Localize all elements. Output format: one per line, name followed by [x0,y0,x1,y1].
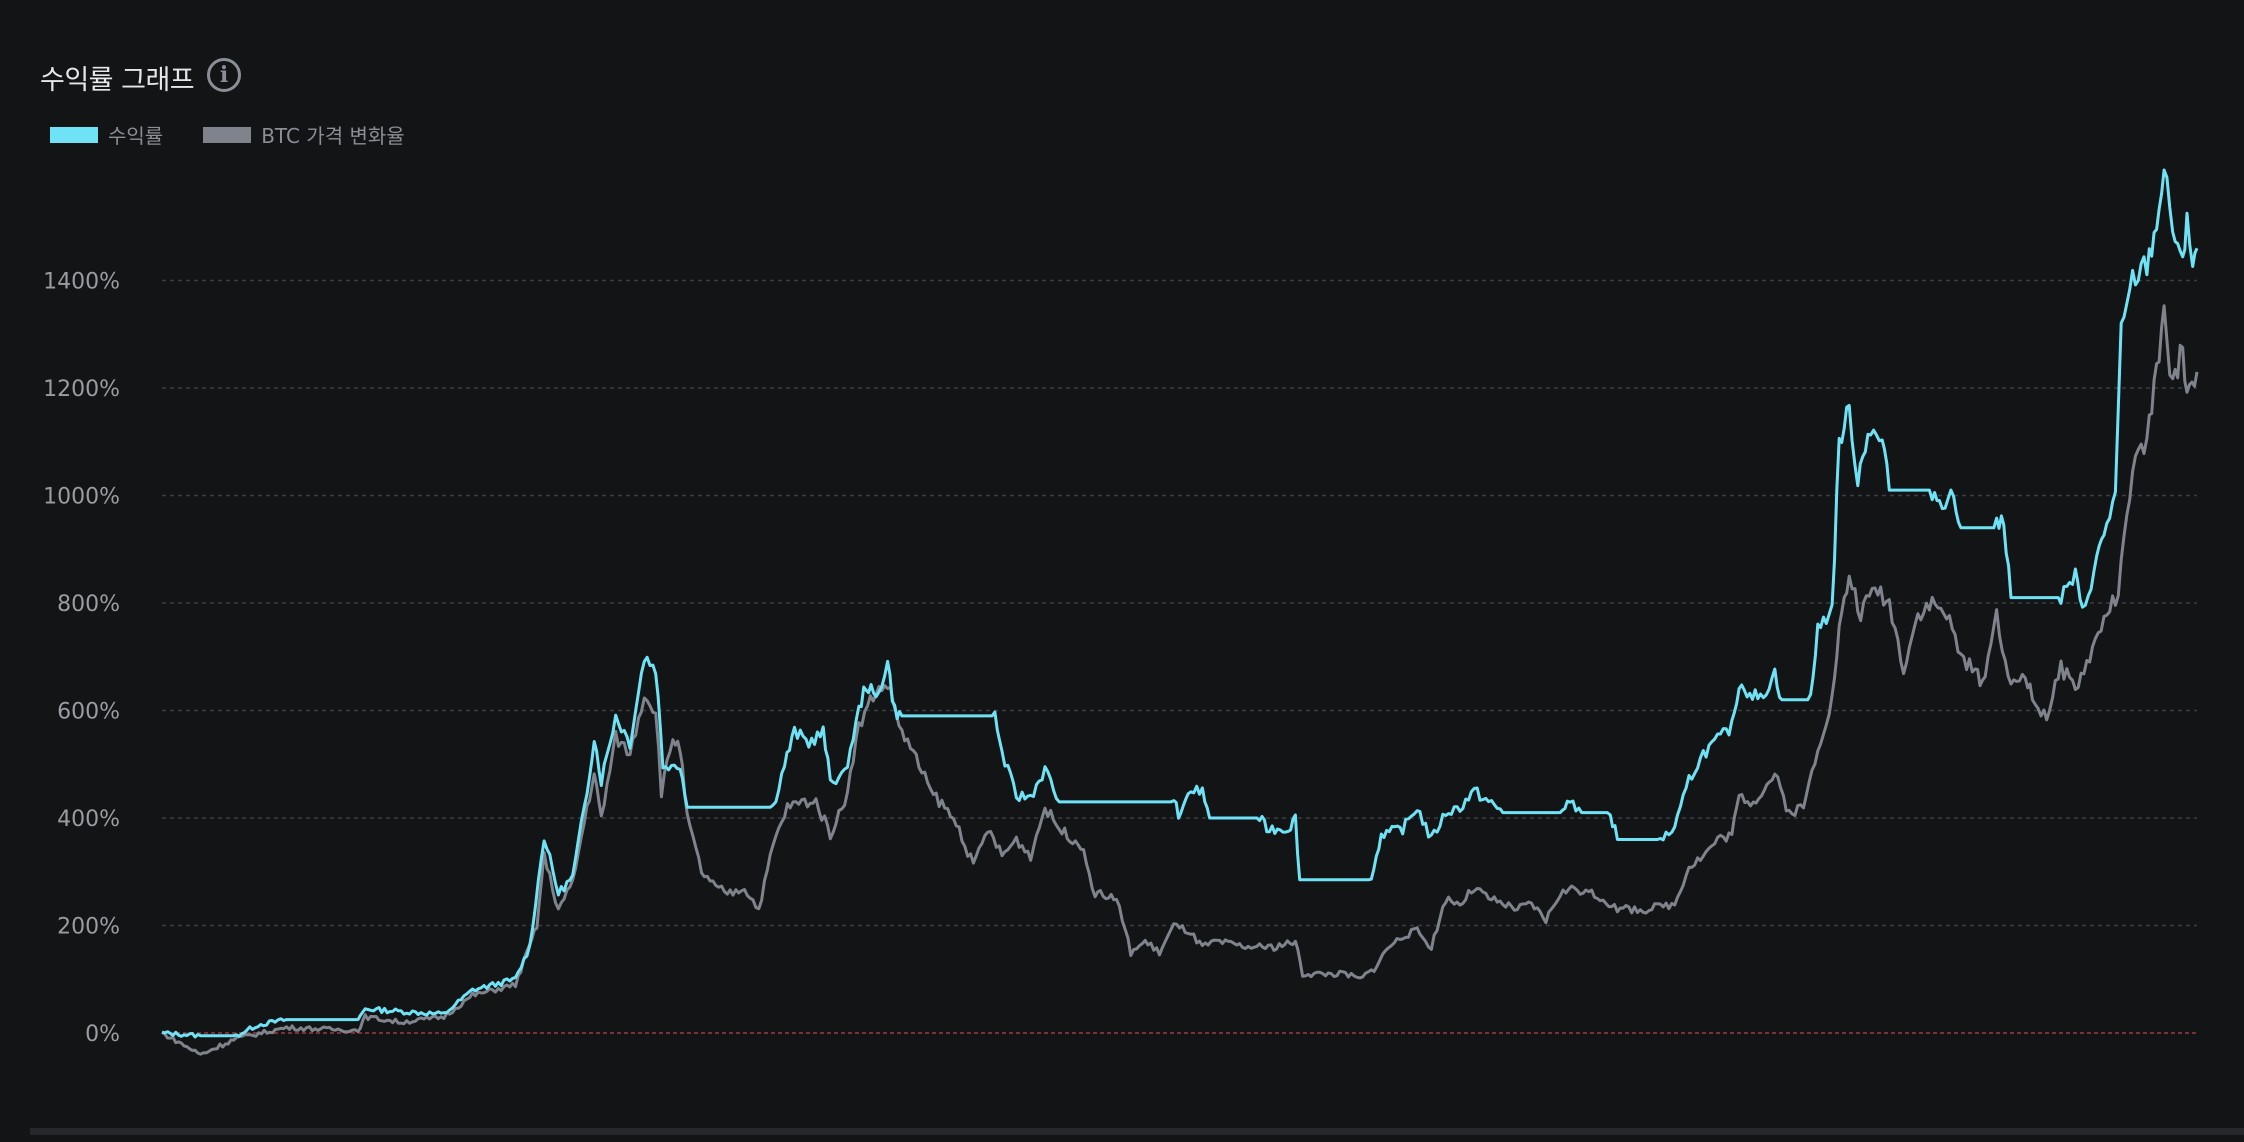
chart-title: 수익률 그래프 [40,65,195,96]
legend-swatch-returns [50,126,98,143]
legend-label-returns: 수익률 [108,124,164,148]
legend-item-btc[interactable]: BTC 가격 변화율 [203,120,405,149]
legend-item-returns[interactable]: 수익률 [50,120,163,149]
y-tick-label: 400% [57,807,120,832]
horizontal-scrollbar[interactable] [30,1128,2244,1135]
y-tick-label: 200% [57,915,120,940]
legend-label-btc: BTC 가격 변화율 [261,124,405,148]
legend: 수익률 BTC 가격 변화율 [50,120,445,149]
legend-swatch-btc [203,126,252,143]
y-tick-label: 1200% [43,377,120,402]
y-tick-label: 600% [57,700,120,725]
series-line-btc [161,304,2199,1056]
y-tick-label: 1000% [43,485,120,510]
y-tick-label: 800% [57,592,120,617]
y-tick-label: 0% [85,1022,120,1047]
series-line-returns [161,168,2199,1039]
y-tick-label: 1400% [43,270,120,295]
info-circle-icon[interactable]: i [207,58,241,92]
